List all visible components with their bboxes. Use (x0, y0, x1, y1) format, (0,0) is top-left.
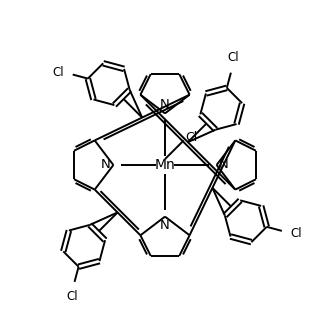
Text: N: N (219, 158, 229, 172)
Text: Cl: Cl (186, 131, 198, 145)
Text: N: N (160, 218, 170, 232)
Text: Cl: Cl (227, 51, 239, 64)
Text: Cl: Cl (66, 290, 78, 304)
Text: Cl: Cl (52, 66, 64, 79)
Text: Mn: Mn (155, 158, 175, 172)
Text: N: N (160, 98, 170, 112)
Text: N: N (101, 158, 111, 172)
Text: Cl: Cl (290, 227, 302, 240)
